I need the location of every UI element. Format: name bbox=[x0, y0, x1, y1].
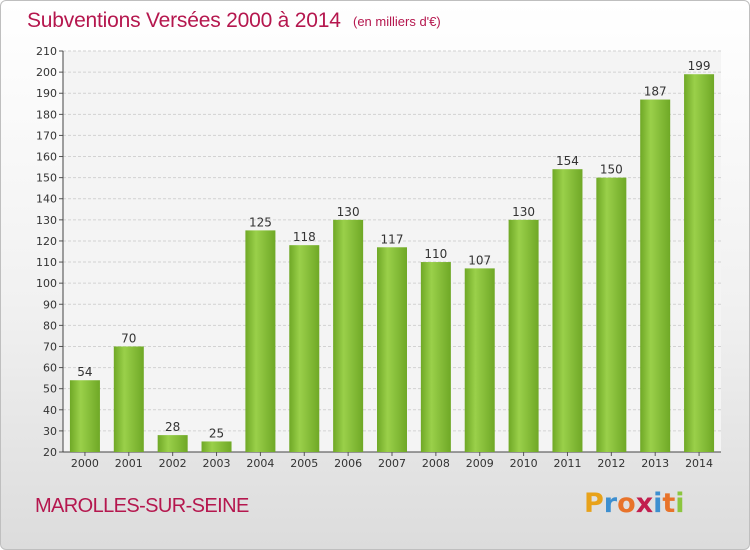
y-tick-label: 110 bbox=[36, 256, 57, 269]
bar bbox=[420, 262, 451, 452]
y-tick-label: 120 bbox=[36, 235, 57, 248]
logo-letter: t bbox=[662, 488, 676, 519]
bar bbox=[552, 169, 583, 453]
bar bbox=[333, 219, 364, 452]
proxiti-logo[interactable]: Proxiti bbox=[584, 488, 685, 519]
bar bbox=[508, 219, 539, 452]
y-tick-label: 40 bbox=[43, 404, 57, 417]
value-label: 125 bbox=[249, 215, 272, 229]
y-tick-label: 90 bbox=[43, 298, 57, 311]
value-label: 150 bbox=[600, 163, 623, 177]
x-tick-label: 2007 bbox=[378, 457, 406, 470]
x-tick-label: 2012 bbox=[597, 457, 625, 470]
y-tick-label: 20 bbox=[43, 446, 57, 459]
y-tick-label: 180 bbox=[36, 108, 57, 121]
logo-letter: i bbox=[653, 488, 663, 519]
bar bbox=[464, 268, 495, 452]
logo-letter: o bbox=[617, 488, 636, 519]
value-label: 28 bbox=[165, 420, 180, 434]
bar bbox=[596, 177, 627, 452]
bar bbox=[113, 346, 144, 452]
y-tick-label: 70 bbox=[43, 340, 57, 353]
x-tick-label: 2009 bbox=[466, 457, 494, 470]
x-tick-label: 2013 bbox=[641, 457, 669, 470]
bar bbox=[377, 247, 407, 452]
value-label: 130 bbox=[512, 205, 535, 219]
x-tick-label: 2001 bbox=[115, 457, 143, 470]
bar bbox=[684, 74, 715, 452]
y-tick-label: 170 bbox=[36, 129, 57, 142]
value-label: 110 bbox=[424, 247, 447, 261]
logo-letter: P bbox=[584, 488, 604, 519]
y-tick-label: 80 bbox=[43, 319, 57, 332]
value-label: 199 bbox=[688, 59, 711, 73]
x-tick-label: 2011 bbox=[553, 457, 581, 470]
x-tick-label: 2000 bbox=[71, 457, 99, 470]
logo-letter: r bbox=[603, 488, 618, 519]
y-tick-label: 50 bbox=[43, 383, 57, 396]
x-tick-label: 2006 bbox=[334, 457, 362, 470]
x-tick-label: 2002 bbox=[159, 457, 187, 470]
logo-letter: x bbox=[635, 488, 654, 519]
bar bbox=[201, 441, 232, 452]
chart-subtitle: (en milliers d'€) bbox=[353, 14, 441, 29]
city-name: MAROLLES-SUR-SEINE bbox=[35, 495, 249, 517]
bar bbox=[69, 380, 100, 452]
bars bbox=[69, 74, 715, 453]
y-tick-label: 150 bbox=[36, 172, 57, 185]
x-tick-label: 2008 bbox=[422, 457, 450, 470]
y-tick-label: 200 bbox=[36, 66, 57, 79]
y-tick-label: 160 bbox=[36, 151, 57, 164]
y-tick-label: 130 bbox=[36, 214, 57, 227]
value-label: 25 bbox=[209, 426, 224, 440]
labels: 20 30 40 50 60 70 80 90 100 110 120 130 140 150 160 170… bbox=[36, 45, 713, 470]
logo-letter: i bbox=[675, 488, 685, 519]
x-tick-label: 2004 bbox=[246, 457, 274, 470]
value-label: 154 bbox=[556, 154, 579, 168]
y-tick-label: 210 bbox=[36, 45, 57, 58]
y-tick-label: 100 bbox=[36, 277, 57, 290]
chart-title: Subventions Versées 2000 à 2014 bbox=[27, 9, 341, 32]
x-tick-label: 2010 bbox=[510, 457, 538, 470]
value-label: 54 bbox=[77, 365, 92, 379]
bar bbox=[245, 230, 276, 452]
value-label: 107 bbox=[468, 253, 491, 267]
y-tick-label: 190 bbox=[36, 87, 57, 100]
y-tick-label: 30 bbox=[43, 425, 57, 438]
value-label: 117 bbox=[381, 232, 404, 246]
x-tick-label: 2003 bbox=[203, 457, 231, 470]
value-label: 118 bbox=[293, 230, 316, 244]
x-tick-label: 2005 bbox=[290, 457, 318, 470]
bar bbox=[289, 245, 320, 452]
value-label: 130 bbox=[337, 205, 360, 219]
y-tick-label: 140 bbox=[36, 193, 57, 206]
bar bbox=[640, 99, 671, 452]
x-tick-label: 2014 bbox=[685, 457, 713, 470]
y-tick-label: 60 bbox=[43, 362, 57, 375]
bar bbox=[157, 435, 188, 452]
value-label: 70 bbox=[121, 331, 136, 345]
value-label: 187 bbox=[644, 85, 667, 99]
